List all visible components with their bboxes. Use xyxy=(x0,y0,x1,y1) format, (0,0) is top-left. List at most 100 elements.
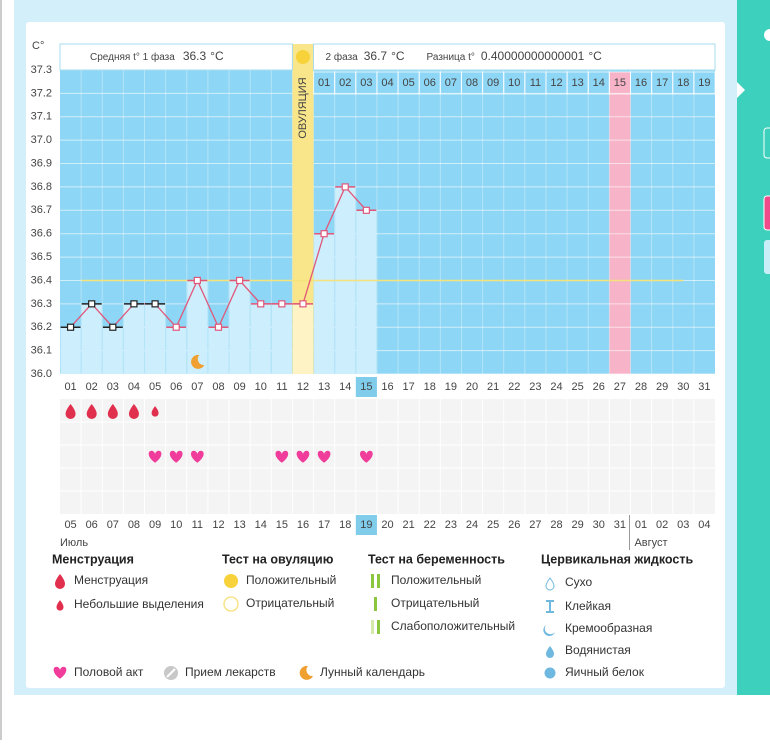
cycle-day-label: 02 xyxy=(339,77,351,89)
menstruation-icon xyxy=(65,404,76,419)
legend-icon xyxy=(544,667,556,679)
y-tick-label: 36.4 xyxy=(31,274,52,286)
y-tick-label: 37.1 xyxy=(31,111,52,123)
plot-background xyxy=(60,70,715,374)
spotting-icon xyxy=(151,406,159,417)
cycle-day-label: 11 xyxy=(530,77,541,89)
legend-icon xyxy=(224,574,238,588)
legend-icon xyxy=(374,597,377,611)
y-tick-label: 36.6 xyxy=(31,228,52,240)
temperature-bar xyxy=(166,327,187,374)
date-label: 16 xyxy=(297,519,309,531)
temperature-bar xyxy=(81,303,102,374)
menstruation-icon xyxy=(128,404,139,419)
date-label: 25 xyxy=(487,519,499,531)
cycle-day-label: 01 xyxy=(318,77,330,89)
date-label: 29 xyxy=(572,519,584,531)
date-label: 19 xyxy=(360,519,372,531)
y-tick-label: 37.2 xyxy=(31,87,52,99)
phase1-value: 36.3 xyxy=(183,49,207,63)
y-tick-label: 37.3 xyxy=(31,64,52,76)
x-tick-label: 21 xyxy=(487,381,499,393)
legend-item: Небольшие выделения xyxy=(74,597,204,611)
legend-icon xyxy=(56,600,64,611)
cycle-day-cell xyxy=(693,71,716,95)
cycle-day-label: 10 xyxy=(508,77,520,89)
intercourse-icon xyxy=(275,450,289,463)
date-label: 21 xyxy=(403,519,415,531)
legend-icon xyxy=(371,620,374,634)
temperature-marker xyxy=(66,323,75,331)
legend-icon xyxy=(371,574,374,588)
cycle-day-label: 14 xyxy=(593,77,605,89)
date-label: 11 xyxy=(192,519,203,531)
x-tick-label: 08 xyxy=(212,381,224,393)
x-tick-label: 17 xyxy=(403,381,415,393)
cycle-day-label: 05 xyxy=(403,77,415,89)
x-tick-label: 03 xyxy=(107,381,119,393)
x-tick-label: 24 xyxy=(550,381,562,393)
cycle-day-label: 07 xyxy=(445,77,457,89)
legend-icon xyxy=(53,666,67,679)
x-tick-label: 12 xyxy=(297,381,309,393)
intercourse-icon xyxy=(360,450,373,463)
x-tick-label: 04 xyxy=(128,381,140,393)
panel-box xyxy=(763,127,770,159)
legend-item: Лунный календарь xyxy=(320,665,425,679)
cycle-day-label: 03 xyxy=(360,77,372,89)
legend-item: Водянистая xyxy=(565,643,631,657)
date-label: 17 xyxy=(318,519,330,531)
panel-button[interactable] xyxy=(764,240,770,274)
intercourse-icon xyxy=(190,450,204,463)
side-panel xyxy=(737,0,770,695)
temperature-marker xyxy=(320,230,328,238)
legend: Менструация Менструация Небольшие выделе… xyxy=(52,552,693,680)
panel-icon xyxy=(764,29,770,41)
panel-button[interactable] xyxy=(763,195,770,231)
phase1-summary: Средняя t° 1 фаза 36.3 °C xyxy=(90,49,224,63)
temperature-marker xyxy=(278,300,286,308)
legend-item: Половой акт xyxy=(74,665,144,679)
y-tick-label: 36.8 xyxy=(31,181,52,193)
phase1-label: Средняя t° 1 фаза xyxy=(90,51,175,63)
temperature-bar xyxy=(208,327,229,374)
x-tick-label: 23 xyxy=(529,381,541,393)
y-axis-unit: C° xyxy=(32,40,44,52)
events-area xyxy=(60,399,715,514)
date-label: 28 xyxy=(550,519,562,531)
phase2-box xyxy=(313,43,716,71)
temperature-bar xyxy=(145,303,166,374)
temperature-bar xyxy=(60,327,81,374)
phase2-summary: 2 фаза 36.7 °C Разница t° 0.40000000000001 °C xyxy=(326,49,603,63)
temperature-bar xyxy=(250,303,271,374)
unit: °C xyxy=(210,49,224,63)
legend-icon xyxy=(543,625,555,636)
legend-icon xyxy=(545,577,555,591)
legend-title: Тест на овуляцию xyxy=(222,552,334,566)
cycle-day-label: 13 xyxy=(572,77,584,89)
legend-item: Прием лекарств xyxy=(185,665,276,679)
cycle-day-label: 16 xyxy=(635,77,647,89)
temperature-bar xyxy=(292,303,314,374)
x-tick-label: 19 xyxy=(445,381,457,393)
date-label: 08 xyxy=(128,519,140,531)
y-tick-label: 36.2 xyxy=(31,321,52,333)
diff-value: 0.40000000000001 xyxy=(481,49,585,63)
date-label: 07 xyxy=(107,519,119,531)
date-label: 15 xyxy=(276,519,288,531)
x-tick-label: 28 xyxy=(635,381,647,393)
date-label: 30 xyxy=(593,519,605,531)
x-tick-label: 26 xyxy=(593,381,605,393)
legend-icon xyxy=(299,665,313,680)
temperature-bar xyxy=(187,280,208,374)
temperature-marker xyxy=(172,323,180,331)
date-label: 02 xyxy=(656,519,668,531)
today-date-highlight xyxy=(355,515,377,535)
x-tick-label: 14 xyxy=(339,381,351,393)
legend-item: Менструация xyxy=(74,573,148,587)
temperature-bar xyxy=(356,210,377,374)
x-tick-label: 25 xyxy=(572,381,584,393)
x-tick-label: 07 xyxy=(191,381,203,393)
temperature-marker xyxy=(130,300,138,308)
temperature-marker xyxy=(341,183,349,191)
